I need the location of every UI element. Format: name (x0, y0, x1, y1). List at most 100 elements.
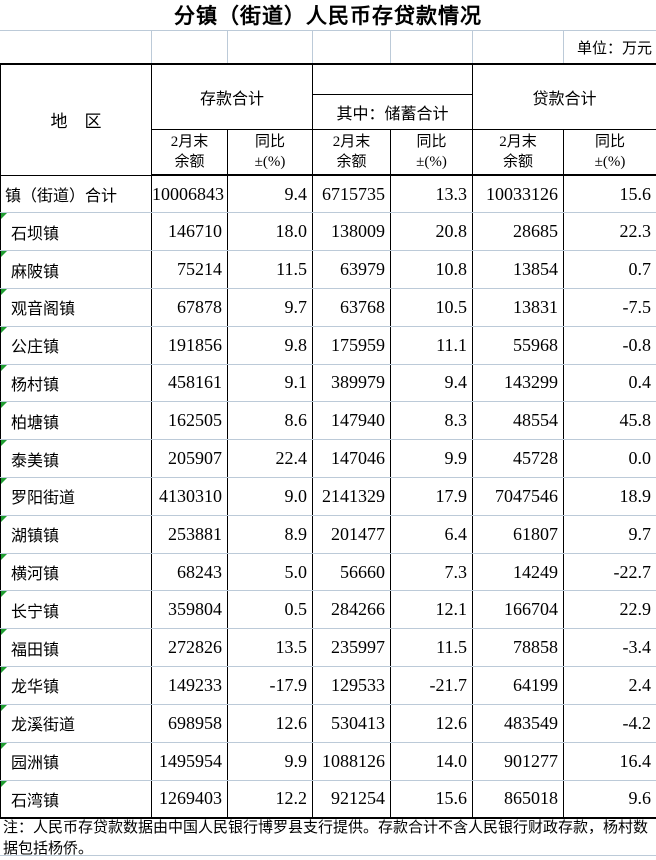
savings-balance-cell[interactable]: 1088126 (312, 742, 392, 781)
loan-yoy-cell[interactable]: 2.4 (563, 666, 656, 705)
savings-balance-cell[interactable]: 138009 (312, 212, 392, 252)
savings-balance-cell[interactable]: 530413 (312, 704, 392, 743)
savings-yoy-cell[interactable]: 9.4 (390, 364, 474, 403)
loan-yoy-cell[interactable]: -0.8 (563, 326, 656, 365)
region-cell[interactable]: 横河镇 (0, 553, 152, 592)
savings-yoy-header[interactable]: 同比 ±(%) (390, 128, 474, 176)
deposit-yoy-cell[interactable]: 18.0 (227, 212, 314, 252)
deposit-balance-cell[interactable]: 1269403 (151, 780, 228, 818)
loan-yoy-cell[interactable]: -22.7 (563, 553, 656, 592)
savings-yoy-cell[interactable]: 14.0 (390, 742, 474, 781)
savings-balance-cell[interactable]: 921254 (312, 780, 392, 818)
savings-balance-cell[interactable]: 235997 (312, 628, 392, 668)
deposit-balance-cell[interactable]: 253881 (151, 515, 228, 554)
deposit-yoy-header[interactable]: 同比 ±(%) (226, 128, 314, 176)
region-cell[interactable]: 罗阳街道 (0, 477, 152, 516)
region-cell[interactable]: 福田镇 (0, 628, 152, 668)
loan-balance-cell[interactable]: 28685 (472, 212, 565, 252)
region-cell[interactable]: 园洲镇 (0, 742, 152, 781)
region-cell[interactable]: 麻陂镇 (0, 250, 152, 289)
loan-yoy-cell[interactable]: 16.4 (563, 742, 656, 781)
savings-balance-cell[interactable]: 6715735 (312, 175, 392, 214)
loan-yoy-header[interactable]: 同比 ±(%) (563, 128, 656, 176)
savings-yoy-cell[interactable]: 7.3 (390, 553, 474, 592)
deposit-yoy-cell[interactable]: 13.5 (227, 628, 314, 668)
region-cell[interactable]: 公庄镇 (0, 326, 152, 365)
deposit-balance-cell[interactable]: 10006843 (151, 175, 228, 214)
region-cell[interactable]: 观音阁镇 (0, 288, 152, 327)
savings-yoy-cell[interactable]: 17.9 (390, 477, 474, 516)
loan-balance-cell[interactable]: 45728 (472, 439, 565, 478)
deposit-group-header[interactable]: 存款合计 (150, 63, 314, 130)
deposit-balance-cell[interactable]: 75214 (151, 250, 228, 289)
deposit-balance-cell[interactable]: 68243 (151, 553, 228, 592)
loan-balance-cell[interactable]: 61807 (472, 515, 565, 554)
deposit-balance-cell[interactable]: 4130310 (151, 477, 228, 516)
loan-balance-cell[interactable]: 13854 (472, 250, 565, 289)
savings-yoy-cell[interactable]: -21.7 (390, 666, 474, 705)
savings-balance-cell[interactable]: 389979 (312, 364, 392, 403)
savings-balance-cell[interactable]: 56660 (312, 553, 392, 592)
savings-yoy-cell[interactable]: 13.3 (390, 175, 474, 214)
region-cell[interactable]: 镇（街道）合计 (0, 175, 152, 214)
loan-yoy-cell[interactable]: 9.7 (563, 515, 656, 554)
region-cell[interactable]: 龙溪街道 (0, 704, 152, 743)
loan-yoy-cell[interactable]: 45.8 (563, 401, 656, 441)
loan-balance-cell[interactable]: 10033126 (472, 175, 565, 214)
loan-yoy-cell[interactable]: 22.3 (563, 212, 656, 252)
deposit-balance-cell[interactable]: 67878 (151, 288, 228, 327)
savings-yoy-cell[interactable]: 20.8 (390, 212, 474, 252)
deposit-balance-cell[interactable]: 191856 (151, 326, 228, 365)
loan-balance-cell[interactable]: 901277 (472, 742, 565, 781)
deposit-yoy-cell[interactable]: 8.9 (227, 515, 314, 554)
savings-yoy-cell[interactable]: 12.1 (390, 590, 474, 630)
savings-yoy-cell[interactable]: 10.8 (390, 250, 474, 289)
loan-balance-cell[interactable]: 7047546 (472, 477, 565, 516)
loan-yoy-cell[interactable]: 0.7 (563, 250, 656, 289)
deposit-yoy-cell[interactable]: -17.9 (227, 666, 314, 705)
savings-balance-cell[interactable]: 284266 (312, 590, 392, 630)
loan-yoy-cell[interactable]: -3.4 (563, 628, 656, 668)
savings-yoy-cell[interactable]: 6.4 (390, 515, 474, 554)
savings-balance-cell[interactable]: 147046 (312, 439, 392, 478)
deposit-yoy-cell[interactable]: 8.6 (227, 401, 314, 441)
loan-balance-cell[interactable]: 14249 (472, 553, 565, 592)
deposit-yoy-cell[interactable]: 9.0 (227, 477, 314, 516)
region-cell[interactable]: 石湾镇 (0, 780, 152, 818)
loan-yoy-cell[interactable]: -4.2 (563, 704, 656, 743)
deposit-yoy-cell[interactable]: 22.4 (227, 439, 314, 478)
savings-balance-cell[interactable]: 2141329 (312, 477, 392, 516)
region-column-header[interactable]: 地 区 (0, 63, 152, 176)
loan-balance-cell[interactable]: 55968 (472, 326, 565, 365)
deposit-yoy-cell[interactable]: 12.6 (227, 704, 314, 743)
savings-balance-cell[interactable]: 63768 (312, 288, 392, 327)
region-cell[interactable]: 柏塘镇 (0, 401, 152, 441)
region-cell[interactable]: 湖镇镇 (0, 515, 152, 554)
deposit-yoy-cell[interactable]: 9.4 (227, 175, 314, 214)
deposit-balance-cell[interactable]: 146710 (151, 212, 228, 252)
loan-balance-cell[interactable]: 48554 (472, 401, 565, 441)
deposit-balance-cell[interactable]: 162505 (151, 401, 228, 441)
region-cell[interactable]: 长宁镇 (0, 590, 152, 630)
deposit-balance-cell[interactable]: 272826 (151, 628, 228, 668)
savings-yoy-cell[interactable]: 12.6 (390, 704, 474, 743)
deposit-balance-cell[interactable]: 359804 (151, 590, 228, 630)
deposit-balance-header[interactable]: 2月末 余额 (151, 128, 228, 176)
region-cell[interactable]: 石坝镇 (0, 212, 152, 252)
loan-yoy-cell[interactable]: 9.6 (563, 780, 656, 818)
savings-balance-header[interactable]: 2月末 余额 (312, 128, 392, 176)
loan-yoy-cell[interactable]: 0.0 (563, 439, 656, 478)
region-cell[interactable]: 杨村镇 (0, 364, 152, 403)
loan-balance-cell[interactable]: 64199 (472, 666, 565, 705)
savings-group-header[interactable]: 其中：储蓄合计 (312, 93, 474, 130)
savings-yoy-cell[interactable]: 15.6 (390, 780, 474, 818)
deposit-yoy-cell[interactable]: 0.5 (227, 590, 314, 630)
region-cell[interactable]: 龙华镇 (0, 666, 152, 705)
loan-balance-cell[interactable]: 865018 (472, 780, 565, 818)
loan-yoy-cell[interactable]: 0.4 (563, 364, 656, 403)
deposit-yoy-cell[interactable]: 9.9 (227, 742, 314, 781)
deposit-yoy-cell[interactable]: 9.1 (227, 364, 314, 403)
savings-yoy-cell[interactable]: 8.3 (390, 401, 474, 441)
deposit-balance-cell[interactable]: 149233 (151, 666, 228, 705)
deposit-balance-cell[interactable]: 205907 (151, 439, 228, 478)
